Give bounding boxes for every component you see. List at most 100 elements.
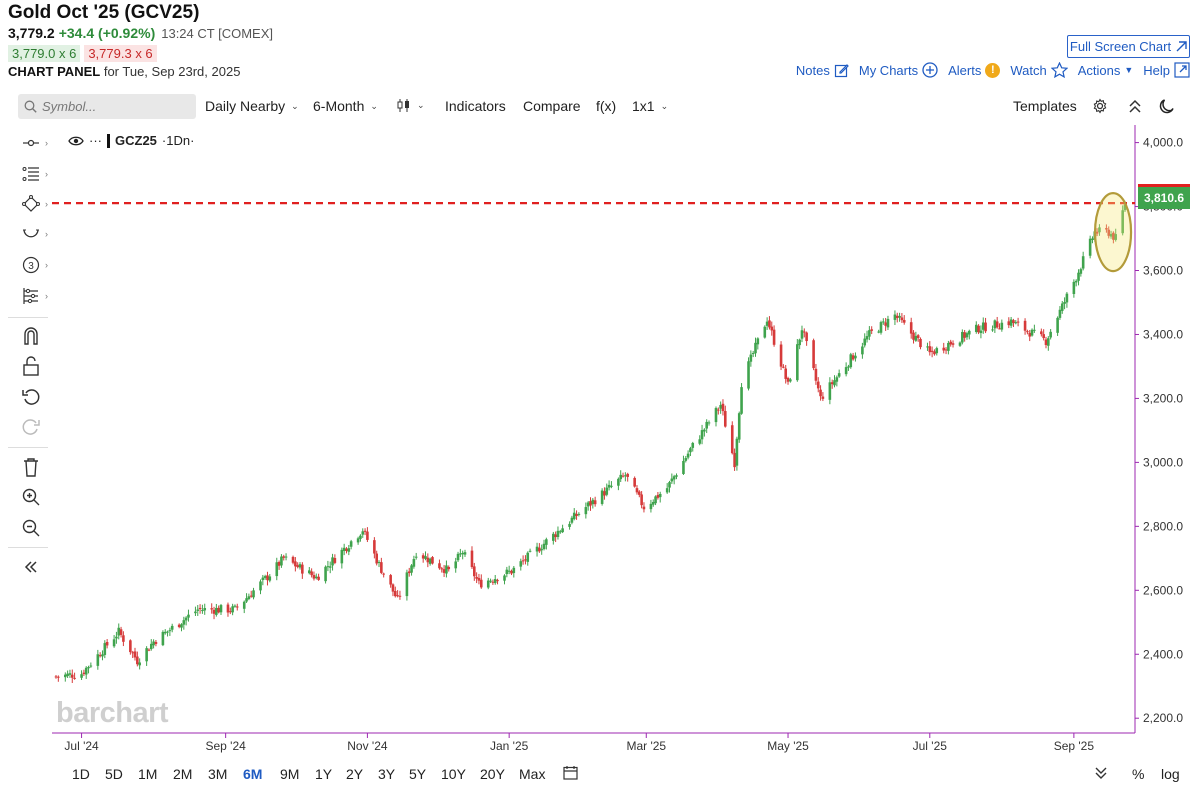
period-3m[interactable]: 3M [208, 766, 228, 782]
line-tool-icon [23, 139, 39, 147]
undo-button[interactable] [18, 385, 44, 409]
function-button[interactable]: f(x) [596, 98, 616, 114]
indicators-label: Indicators [445, 98, 506, 114]
y-tick-label: 3,000.0 [1143, 455, 1183, 469]
settings-button[interactable] [1092, 98, 1108, 114]
collapse-button[interactable] [1128, 98, 1142, 114]
period-max[interactable]: Max [519, 766, 546, 782]
range-dropdown[interactable]: 6-Month ⌄ [313, 98, 378, 114]
candle-body [1007, 321, 1011, 326]
candle-body [247, 596, 251, 600]
redo-button[interactable] [18, 415, 44, 439]
x-tick-label: Jul '24 [64, 739, 99, 753]
candle-body [670, 478, 674, 482]
chevron-right-icon: › [45, 291, 48, 301]
candle-body [212, 609, 216, 614]
candle-body [575, 513, 578, 517]
candle-body [554, 534, 557, 538]
candle-body [1098, 227, 1101, 233]
fib-tool[interactable]: › [18, 162, 48, 186]
candle-body [347, 548, 351, 552]
candle-body [682, 460, 685, 474]
period-5y[interactable]: 5Y [409, 766, 427, 782]
double-chevron-down-icon[interactable] [1095, 766, 1107, 783]
help-link[interactable]: Help [1143, 62, 1190, 78]
candle-body [201, 610, 204, 612]
candle-body [184, 617, 188, 621]
chart-area[interactable]: 4,000.03,800.03,600.03,400.03,200.03,000… [52, 125, 1200, 765]
price-chart[interactable]: 4,000.03,800.03,600.03,400.03,200.03,000… [52, 125, 1200, 765]
candle-body [1077, 272, 1080, 281]
percent-scale-toggle[interactable]: % [1132, 766, 1145, 782]
candle-body [459, 553, 462, 555]
calendar-icon[interactable] [563, 765, 578, 783]
alerts-link[interactable]: Alerts ! [948, 62, 1001, 78]
star-icon [1050, 62, 1068, 78]
candle-body [440, 568, 444, 570]
candle-body [977, 325, 980, 333]
zoom-out-button[interactable] [18, 516, 44, 540]
legend-menu-dots[interactable]: ··· [89, 133, 102, 148]
price-change: +34.4 (+0.92%) [58, 25, 156, 41]
period-2m[interactable]: 2M [173, 766, 193, 782]
magnet-tool[interactable] [18, 323, 44, 347]
watch-link[interactable]: Watch [1010, 62, 1068, 78]
dark-mode-toggle[interactable] [1158, 97, 1176, 115]
candle-body [203, 608, 207, 611]
delete-button[interactable] [18, 455, 44, 479]
candle-body [1033, 329, 1036, 331]
period-20y[interactable]: 20Y [480, 766, 505, 782]
period-10y[interactable]: 10Y [441, 766, 466, 782]
actions-menu[interactable]: Actions ▼ [1078, 63, 1134, 78]
notes-link[interactable]: Notes [796, 63, 849, 78]
candle-body [705, 421, 708, 429]
count-tool[interactable]: 3 › [18, 253, 48, 277]
candle-body [149, 643, 153, 650]
curve-tool[interactable]: › [18, 222, 48, 246]
candle-body [393, 590, 397, 597]
layout-dropdown[interactable]: 1x1 ⌄ [632, 98, 668, 114]
redo-icon [22, 419, 40, 435]
search-icon [24, 100, 37, 113]
candle-body [749, 354, 753, 362]
period-3y[interactable]: 3Y [378, 766, 396, 782]
legend-swatch [107, 133, 110, 148]
log-scale-toggle[interactable]: log [1161, 766, 1180, 782]
plus-circle-icon [922, 62, 938, 78]
shape-tool[interactable]: › [18, 192, 48, 216]
period-6m[interactable]: 6M [243, 766, 263, 782]
symbol-search-input[interactable]: Symbol... [18, 94, 196, 119]
zoom-in-button[interactable] [18, 485, 44, 509]
candle-body [640, 494, 643, 506]
candle-body [1095, 231, 1099, 234]
chart-type-dropdown[interactable]: ⌄ [396, 98, 425, 113]
templates-button[interactable]: Templates [1013, 98, 1077, 114]
external-link-icon [1174, 62, 1190, 78]
candle-body [861, 346, 864, 355]
line-tool[interactable]: › [18, 131, 48, 155]
period-5d[interactable]: 5D [105, 766, 123, 782]
period-1y[interactable]: 1Y [315, 766, 333, 782]
my-charts-link[interactable]: My Charts [859, 62, 938, 78]
candle-body [621, 475, 625, 477]
candle-body [154, 641, 158, 644]
period-9m[interactable]: 9M [280, 766, 300, 782]
unlock-tool[interactable] [18, 354, 44, 378]
candle-body [317, 576, 320, 580]
aggregation-dropdown[interactable]: Daily Nearby ⌄ [205, 98, 299, 114]
candle-body [538, 547, 541, 552]
candle-body [226, 604, 230, 613]
candle-body [782, 366, 785, 368]
period-2y[interactable]: 2Y [346, 766, 364, 782]
measure-tool[interactable]: › [18, 284, 48, 308]
eye-icon[interactable] [68, 135, 84, 147]
trash-icon [24, 458, 38, 477]
period-1m[interactable]: 1M [138, 766, 158, 782]
collapse-sidebar-button[interactable] [18, 555, 44, 579]
period-1d[interactable]: 1D [72, 766, 90, 782]
indicators-button[interactable]: Indicators [445, 98, 506, 114]
expand-icon [1176, 41, 1187, 52]
candle-body [535, 546, 539, 552]
full-screen-chart-button[interactable]: Full Screen Chart [1067, 35, 1190, 58]
compare-button[interactable]: Compare [523, 98, 581, 114]
